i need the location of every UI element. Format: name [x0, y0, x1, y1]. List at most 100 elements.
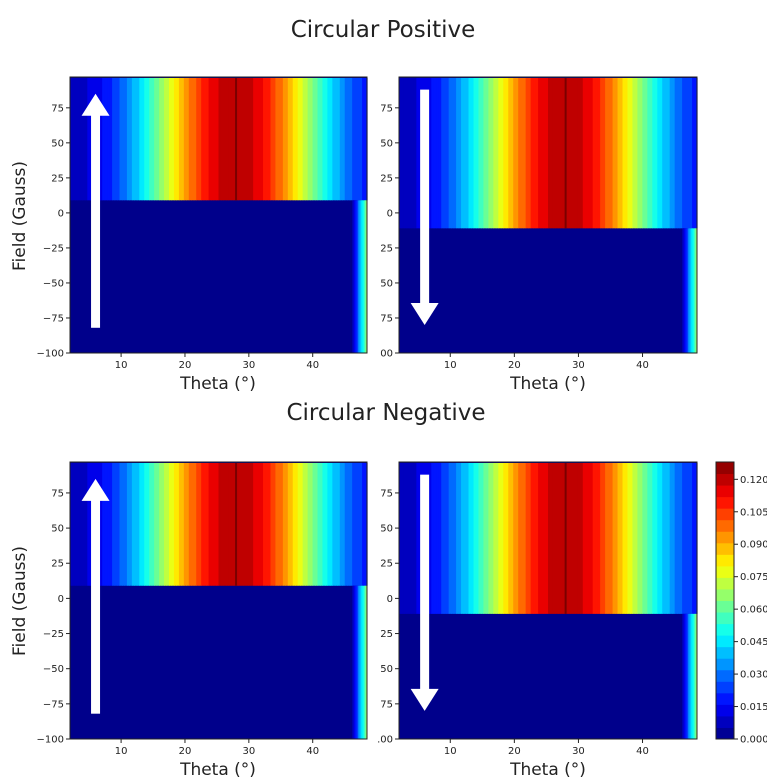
edge-gradient-strip — [362, 585, 365, 739]
heatmap-column — [233, 463, 237, 586]
heatmap-column — [329, 78, 333, 201]
heatmap-column — [637, 463, 641, 614]
edge-gradient-strip — [353, 200, 356, 353]
heatmap-column — [401, 463, 405, 614]
heatmap-column — [126, 78, 131, 201]
heatmap-column — [354, 463, 358, 586]
colorbar-tick-label: 0.015 — [740, 702, 767, 713]
heatmap-column — [428, 78, 432, 229]
heatmap-column — [533, 78, 537, 229]
heatmap-column — [480, 463, 485, 614]
heatmap-column — [555, 463, 559, 614]
edge-gradient-strip — [352, 585, 355, 739]
heatmap-column — [253, 78, 257, 201]
x-tick-label: 20 — [179, 746, 192, 757]
heatmap-column — [268, 78, 272, 201]
heatmap-column — [164, 463, 168, 586]
heatmap-column — [622, 463, 626, 614]
edge-gradient-strip — [694, 613, 697, 739]
colorbar-swatch — [716, 623, 734, 636]
y-tick-label: 75 — [51, 103, 64, 114]
heatmap-column — [545, 78, 549, 229]
heatmap-column — [441, 78, 445, 229]
heatmap-column — [411, 463, 415, 614]
heatmap-column — [620, 463, 624, 614]
colorbar-tick-label: 0.105 — [740, 507, 767, 518]
heatmap-column — [473, 463, 477, 614]
heatmap-panel-2: 10 20 30 40 00 75 50 25 0 25 50 75 — [380, 76, 698, 371]
heatmap-column — [634, 463, 638, 614]
heatmap-column — [443, 463, 447, 614]
y-tick-label: −25 — [43, 243, 64, 254]
heatmap-column — [605, 78, 609, 229]
heatmap-column — [692, 78, 696, 229]
x-tick-label: 10 — [444, 360, 457, 371]
heatmap-column — [510, 463, 514, 614]
edge-gradient-strip — [355, 200, 358, 353]
heatmap-column — [337, 78, 341, 201]
y-tick-label: −75 — [43, 313, 64, 324]
y-tick-label: 75 — [51, 488, 64, 499]
heatmap-column — [282, 78, 286, 201]
heatmap-column — [324, 78, 329, 201]
peak-line — [564, 78, 567, 229]
colorbar-swatch — [716, 635, 734, 648]
heatmap-column — [672, 78, 676, 229]
heatmap-column — [654, 78, 658, 229]
heatmap-column — [218, 463, 222, 586]
colorbar-swatch — [716, 577, 734, 590]
heatmap-column — [352, 463, 356, 586]
heatmap-column — [169, 463, 173, 586]
heatmap-column — [463, 78, 467, 229]
heatmap-column — [637, 78, 641, 229]
heatmap-column — [126, 463, 131, 586]
edge-gradient-strip — [692, 613, 695, 739]
heatmap-column — [543, 463, 547, 614]
heatmap-column — [508, 463, 512, 614]
heatmap-column — [218, 78, 222, 201]
heatmap-column — [238, 78, 242, 201]
heatmap-column — [682, 463, 686, 614]
heatmap-column — [692, 463, 696, 614]
heatmap-panel-1: 10 20 30 40 −100 −75 −50 −25 0 25 50 75 — [37, 76, 368, 371]
heatmap-column — [178, 78, 182, 201]
heatmap-column — [117, 78, 121, 201]
heatmap-column — [104, 463, 108, 586]
heatmap-column — [500, 463, 504, 614]
heatmap-column — [265, 463, 269, 586]
heatmap-column — [198, 78, 202, 201]
heatmap-column — [173, 78, 178, 201]
x-tick-label: 30 — [242, 746, 255, 757]
heatmap-column — [141, 463, 145, 586]
heatmap-column — [146, 463, 150, 586]
heatmap-column — [362, 463, 366, 586]
heatmap-column — [416, 463, 420, 614]
heatmap-column — [203, 78, 207, 201]
heatmap-column — [505, 463, 509, 614]
heatmap-column — [159, 78, 163, 201]
heatmap-column — [255, 463, 259, 586]
heatmap-column — [307, 78, 311, 201]
heatmap-column — [70, 463, 74, 586]
heatmap-column — [687, 463, 691, 614]
colorbar-swatch — [716, 554, 734, 567]
heatmap-column — [399, 78, 403, 229]
heatmap-column — [649, 463, 653, 614]
y-tick-label: 50 — [51, 524, 64, 535]
heatmap-column — [582, 78, 586, 229]
heatmap-column — [585, 78, 589, 229]
heatmap-column — [305, 78, 309, 201]
heatmap-column — [176, 78, 180, 201]
heatmap-column — [292, 78, 296, 201]
y-tick-label: 0 — [58, 594, 64, 605]
heatmap-column — [520, 463, 524, 614]
heatmap-column — [263, 78, 267, 201]
edge-gradient-strip — [358, 585, 361, 739]
plot-frame — [398, 461, 698, 740]
xlabel-bottom-left: Theta (°) — [179, 760, 256, 778]
heatmap-column — [456, 463, 460, 614]
heatmap-column — [319, 463, 324, 586]
heatmap-column — [253, 463, 257, 586]
heatmap-column — [196, 78, 200, 201]
heatmap-column — [684, 78, 688, 229]
